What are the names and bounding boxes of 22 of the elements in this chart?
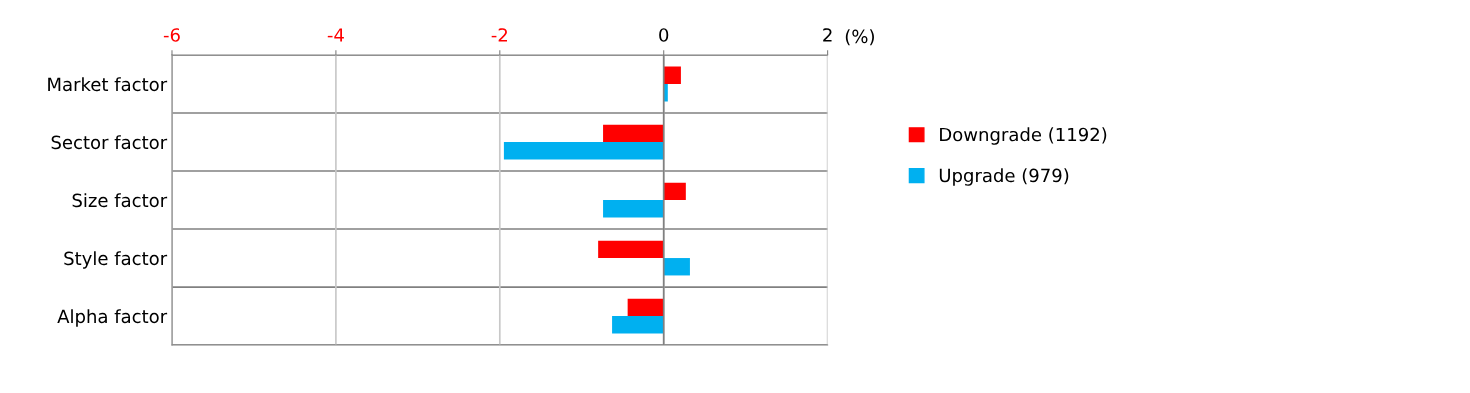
bar <box>627 298 664 317</box>
legend-label: Upgrade (979) <box>939 168 1069 186</box>
bar <box>503 142 664 160</box>
y-tick-label: Alpha factor <box>57 309 168 327</box>
legend-label: Downgrade (1192) <box>940 127 1107 145</box>
bar <box>603 124 664 143</box>
x-tick-label: 2 <box>823 28 832 42</box>
x-tick-label: -6 <box>163 28 180 42</box>
x-tick-label: 0 <box>659 28 669 42</box>
bar <box>612 316 664 334</box>
y-tick-label: Market factor <box>48 77 168 92</box>
x-tick-label: -4 <box>327 28 344 42</box>
y-tick-label: Size factor <box>72 193 168 208</box>
bar <box>663 182 686 201</box>
y-tick-label: Sector factor <box>51 135 168 150</box>
x-tick-label: -2 <box>491 28 507 42</box>
y-tick-label: Style factor <box>64 251 168 269</box>
bar <box>663 258 690 276</box>
bar <box>598 240 664 259</box>
bar <box>603 200 664 218</box>
x-axis-title: (%) <box>845 29 874 46</box>
bar <box>663 66 681 85</box>
